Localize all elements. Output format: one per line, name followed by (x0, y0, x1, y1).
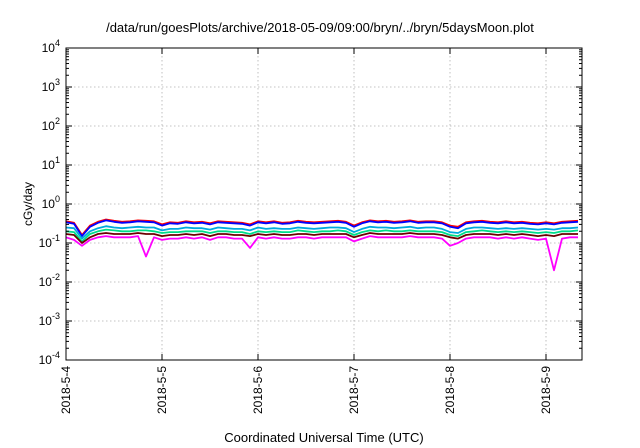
plot-series (65, 218, 579, 272)
chart-title: /data/run/goesPlots/archive/2018-05-09/0… (106, 20, 534, 35)
y-tick-label: 10-3 (39, 311, 60, 328)
y-tick-label: 100 (42, 194, 60, 211)
series-line-1 (65, 218, 579, 236)
grid (66, 48, 582, 360)
x-tick-label: 2018-5-5 (155, 366, 169, 414)
x-axis: 2018-5-4 2018-5-5 2018-5-6 2018-5-7 2018-5-8… (59, 48, 553, 414)
x-tick-label: 2018-5-9 (539, 366, 553, 414)
y-axis-label: cGy/day (21, 182, 35, 226)
x-tick-label: 2018-5-4 (59, 366, 73, 414)
y-tick-label: 102 (42, 116, 60, 133)
series-line-6 (65, 235, 578, 272)
series-line-4 (65, 228, 579, 243)
y-tick-label: 101 (42, 155, 60, 172)
series-line-3 (65, 225, 579, 240)
y-tick-label: 10-4 (39, 350, 60, 367)
x-tick-label: 2018-5-6 (251, 366, 265, 414)
y-tick-label: 10-2 (39, 272, 60, 289)
y-tick-label: 103 (42, 77, 60, 94)
x-axis-label: Coordinated Universal Time (UTC) (224, 430, 424, 445)
series-line-2 (65, 219, 579, 238)
x-tick-label: 2018-5-7 (347, 366, 361, 414)
y-axis: 10-4 10-3 10-2 10-1 100 101 102 103 104 (39, 38, 582, 367)
x-tick-label: 2018-5-8 (443, 366, 457, 414)
series-line-5 (65, 232, 578, 244)
y-tick-label: 10-1 (39, 233, 60, 250)
y-tick-label: 104 (42, 38, 60, 55)
